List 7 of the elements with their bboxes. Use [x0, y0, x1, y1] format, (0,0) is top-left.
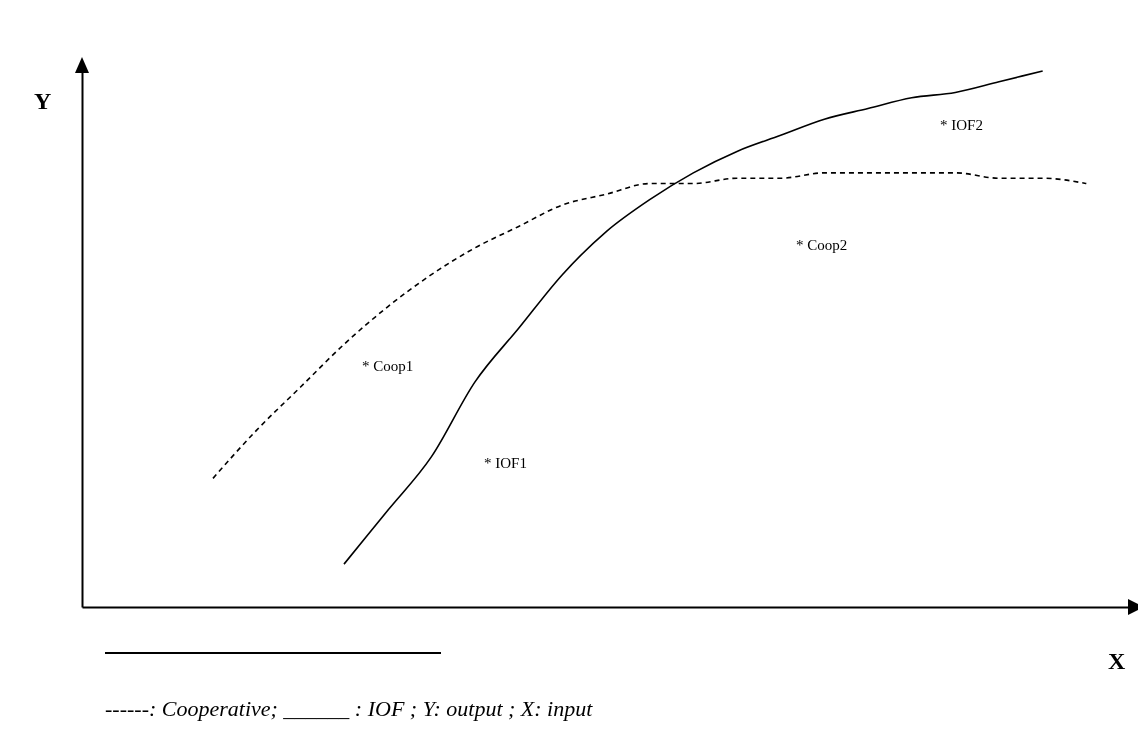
annotation: * IOF2: [940, 117, 983, 134]
annotation: * Coop2: [796, 237, 848, 254]
x-axis-title: X: [1108, 648, 1126, 675]
text: ------: Cooperative; ______ : IOF ; Y: output ; X: input: [105, 696, 593, 722]
annotation: * IOF1: [484, 455, 527, 472]
y-axis-title: Y: [34, 88, 52, 115]
annotation: * Coop1: [362, 358, 414, 375]
